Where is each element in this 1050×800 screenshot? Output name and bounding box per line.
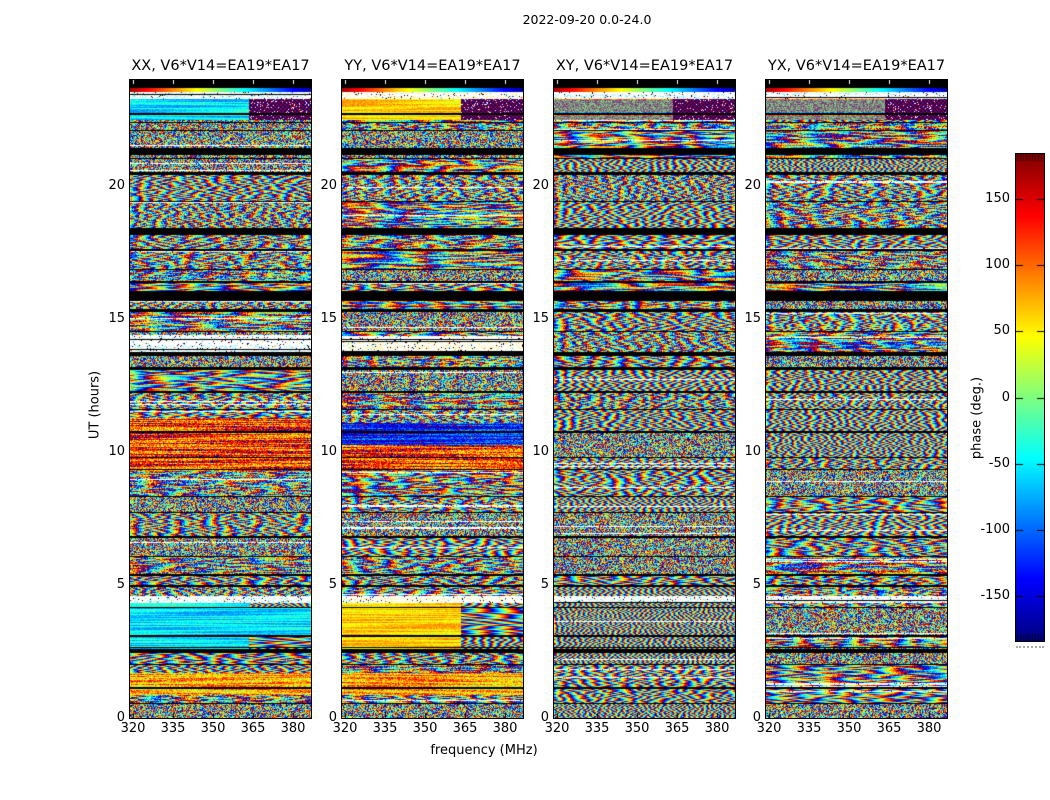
y-tick-label: 10 [108,444,125,460]
y-tick-label: 20 [744,178,761,194]
heatmap-canvas-yy [342,80,523,718]
x-tick-label: 365 [876,721,902,736]
x-tick-label: 320 [756,721,782,736]
colorbar-tick-label: 150 [985,190,1010,206]
heatmap-canvas-xx [130,80,311,718]
x-tick-label: 380 [916,721,942,736]
y-tick-label: 15 [320,311,337,327]
x-tick-label: 320 [332,721,358,736]
x-tick-label: 350 [200,721,226,736]
x-tick-label: 365 [452,721,478,736]
colorbar-tick-label: 0 [1001,389,1010,405]
y-tick-label: 0 [540,710,549,725]
y-axis-label: UT (hours) [87,370,103,440]
colorbar [1015,153,1045,642]
heatmap-panel-yx: YX, V6*V14=EA19*EA17 [765,58,948,719]
x-tick-label: 320 [544,721,570,736]
y-tick-label: 20 [320,178,337,194]
panel-title-xy: XY, V6*V14=EA19*EA17 [555,58,734,74]
panel-title-yx: YX, V6*V14=EA19*EA17 [767,58,946,74]
x-tick-label: 365 [664,721,690,736]
colorbar-underline [1016,646,1044,648]
y-tick-label: 10 [744,444,761,460]
heatmap-canvas-xy [554,80,735,718]
heatmap-canvas-yx [766,80,947,718]
y-tick-label: 5 [752,577,761,593]
x-axis-label: frequency (MHz) [430,743,538,758]
x-tick-label: 335 [372,721,398,736]
x-tick-label: 335 [160,721,186,736]
y-tick-label: 15 [108,311,125,327]
panel-title-yy: YY, V6*V14=EA19*EA17 [344,58,521,74]
x-tick-label: 320 [120,721,146,736]
y-tick-label: 5 [540,577,549,593]
y-tick-label: 10 [532,444,549,460]
x-tick-label: 335 [796,721,822,736]
y-tick-label: 0 [752,710,761,725]
y-tick-label: 5 [116,577,125,593]
x-tick-label: 380 [492,721,518,736]
colorbar-canvas [1016,154,1044,641]
heatmap-panel-xx: XX, V6*V14=EA19*EA17 [129,58,312,719]
figure-title: 2022-09-20 0.0-24.0 [522,12,652,27]
colorbar-tick-label: -150 [980,588,1010,603]
colorbar-tick-label: 100 [985,257,1010,273]
x-tick-label: 380 [704,721,730,736]
y-tick-label: 15 [744,311,761,327]
heatmap-panel-yy: YY, V6*V14=EA19*EA17 [341,58,524,719]
colorbar-tick-label: -100 [980,521,1010,537]
colorbar-tick-label: 50 [993,323,1010,339]
y-tick-label: 0 [116,710,125,725]
heatmap-panel-xy: XY, V6*V14=EA19*EA17 [553,58,736,719]
x-tick-label: 365 [240,721,266,736]
x-tick-label: 350 [836,721,862,736]
y-tick-label: 20 [108,178,125,194]
colorbar-tick-label: -50 [988,455,1010,471]
y-tick-label: 0 [328,710,337,725]
x-tick-label: 350 [624,721,650,736]
x-tick-label: 350 [412,721,438,736]
x-tick-label: 380 [280,721,306,736]
y-tick-label: 20 [532,178,549,194]
x-tick-label: 335 [584,721,610,736]
y-tick-label: 5 [328,577,337,593]
y-tick-label: 10 [320,444,337,460]
y-tick-label: 15 [532,311,549,327]
panel-title-xx: XX, V6*V14=EA19*EA17 [131,58,310,74]
